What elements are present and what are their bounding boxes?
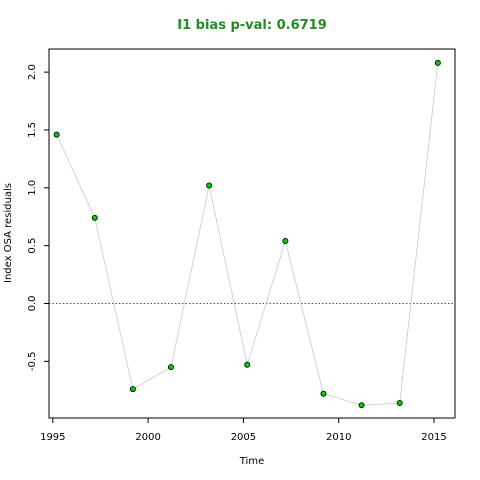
y-tick-label: 0.0: [27, 296, 38, 312]
x-tick-label: 2010: [326, 432, 351, 443]
data-point: [206, 182, 213, 189]
y-axis: -0.5 0.0 0.5 1.0 1.5 2.0: [27, 64, 49, 371]
data-point: [167, 364, 174, 371]
data-point: [129, 386, 136, 393]
y-tick-label: -0.5: [27, 352, 38, 372]
data-point: [282, 238, 289, 245]
y-tick-label: 1.5: [27, 122, 38, 138]
y-tick-label: 1.0: [27, 180, 38, 196]
y-tick-label: 0.5: [27, 238, 38, 254]
x-tick-label: 1995: [40, 432, 65, 443]
chart-title: I1 bias p-val: 0.6719: [177, 18, 327, 33]
x-tick-label: 2000: [135, 432, 160, 443]
data-point: [434, 59, 441, 66]
data-point: [358, 402, 365, 409]
y-axis-label: Index OSA residuals: [3, 183, 14, 283]
x-axis-label: Time: [239, 456, 264, 467]
x-tick-label: 2005: [231, 432, 256, 443]
data-point: [244, 361, 251, 368]
data-point: [396, 399, 403, 406]
data-point: [53, 131, 60, 138]
y-tick-label: 2.0: [27, 64, 38, 80]
x-axis: 1995 2000 2005 2010 2015: [40, 418, 447, 443]
data-points: [53, 59, 441, 409]
data-point: [91, 214, 98, 221]
data-point: [320, 390, 327, 397]
x-tick-label: 2015: [421, 432, 446, 443]
series-line: [56, 62, 439, 406]
plot-frame: [48, 48, 456, 419]
